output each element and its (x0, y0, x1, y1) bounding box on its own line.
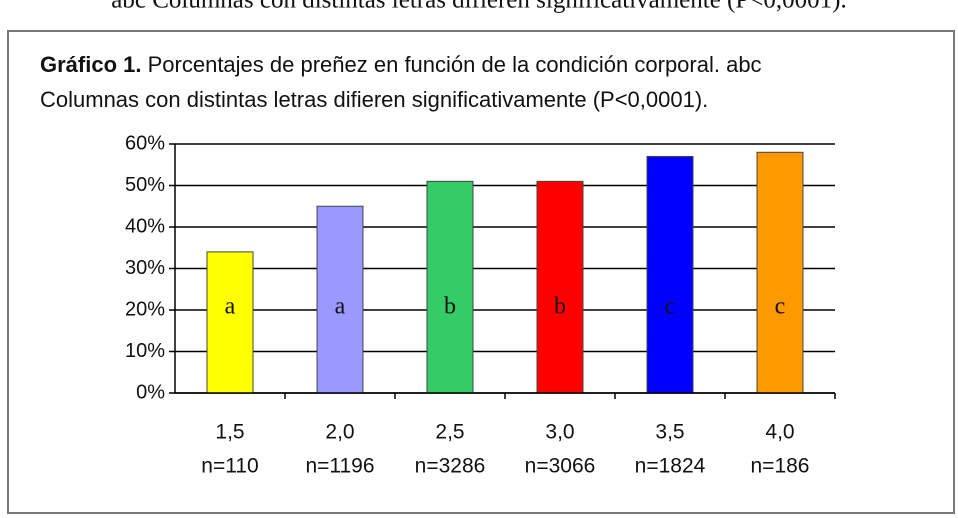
y-tick-label: 0% (136, 381, 165, 403)
sample-size-label: n=1196 (305, 455, 374, 478)
bar (756, 151, 804, 394)
bar (646, 155, 694, 394)
y-tick-label: 40% (125, 215, 165, 237)
x-tick-label: 2,5 (435, 421, 464, 444)
y-tick-label: 30% (125, 257, 165, 279)
bar (206, 251, 254, 394)
y-tick-label: 10% (125, 340, 165, 362)
y-tick-label: 60% (125, 132, 165, 154)
y-tick-label: 20% (125, 298, 165, 320)
title-bold: Gráfico 1. (40, 52, 141, 77)
bar-letter: c (665, 294, 676, 320)
x-tick-label: 4,0 (765, 421, 794, 444)
bar-letter: c (775, 294, 786, 320)
bar-letter: a (225, 294, 236, 320)
x-tick-label: 3,5 (655, 421, 684, 444)
chart-title: Gráfico 1. Porcentajes de preñez en func… (40, 52, 762, 77)
bar (316, 205, 364, 394)
sample-size-label: n=3286 (415, 455, 486, 478)
bar (536, 180, 584, 394)
sample-size-label: n=110 (201, 455, 258, 478)
bar-letter: a (335, 294, 346, 320)
sample-size-label: n=3066 (525, 455, 596, 478)
chart-subtitle: Columnas con distintas letras difieren s… (40, 87, 708, 112)
x-tick-label: 2,0 (325, 421, 354, 444)
cropped-caption: abc Columnas con distintas letras difier… (111, 0, 846, 14)
title-text: Porcentajes de preñez en función de la c… (148, 52, 762, 77)
x-tick-label: 1,5 (215, 421, 244, 444)
bar-letter: b (444, 294, 456, 320)
bar (426, 180, 474, 394)
y-tick-label: 50% (125, 174, 165, 196)
x-tick-label: 3,0 (545, 421, 574, 444)
sample-size-label: n=1824 (635, 455, 706, 478)
bar-letter: b (554, 294, 566, 320)
sample-size-label: n=186 (751, 455, 810, 478)
